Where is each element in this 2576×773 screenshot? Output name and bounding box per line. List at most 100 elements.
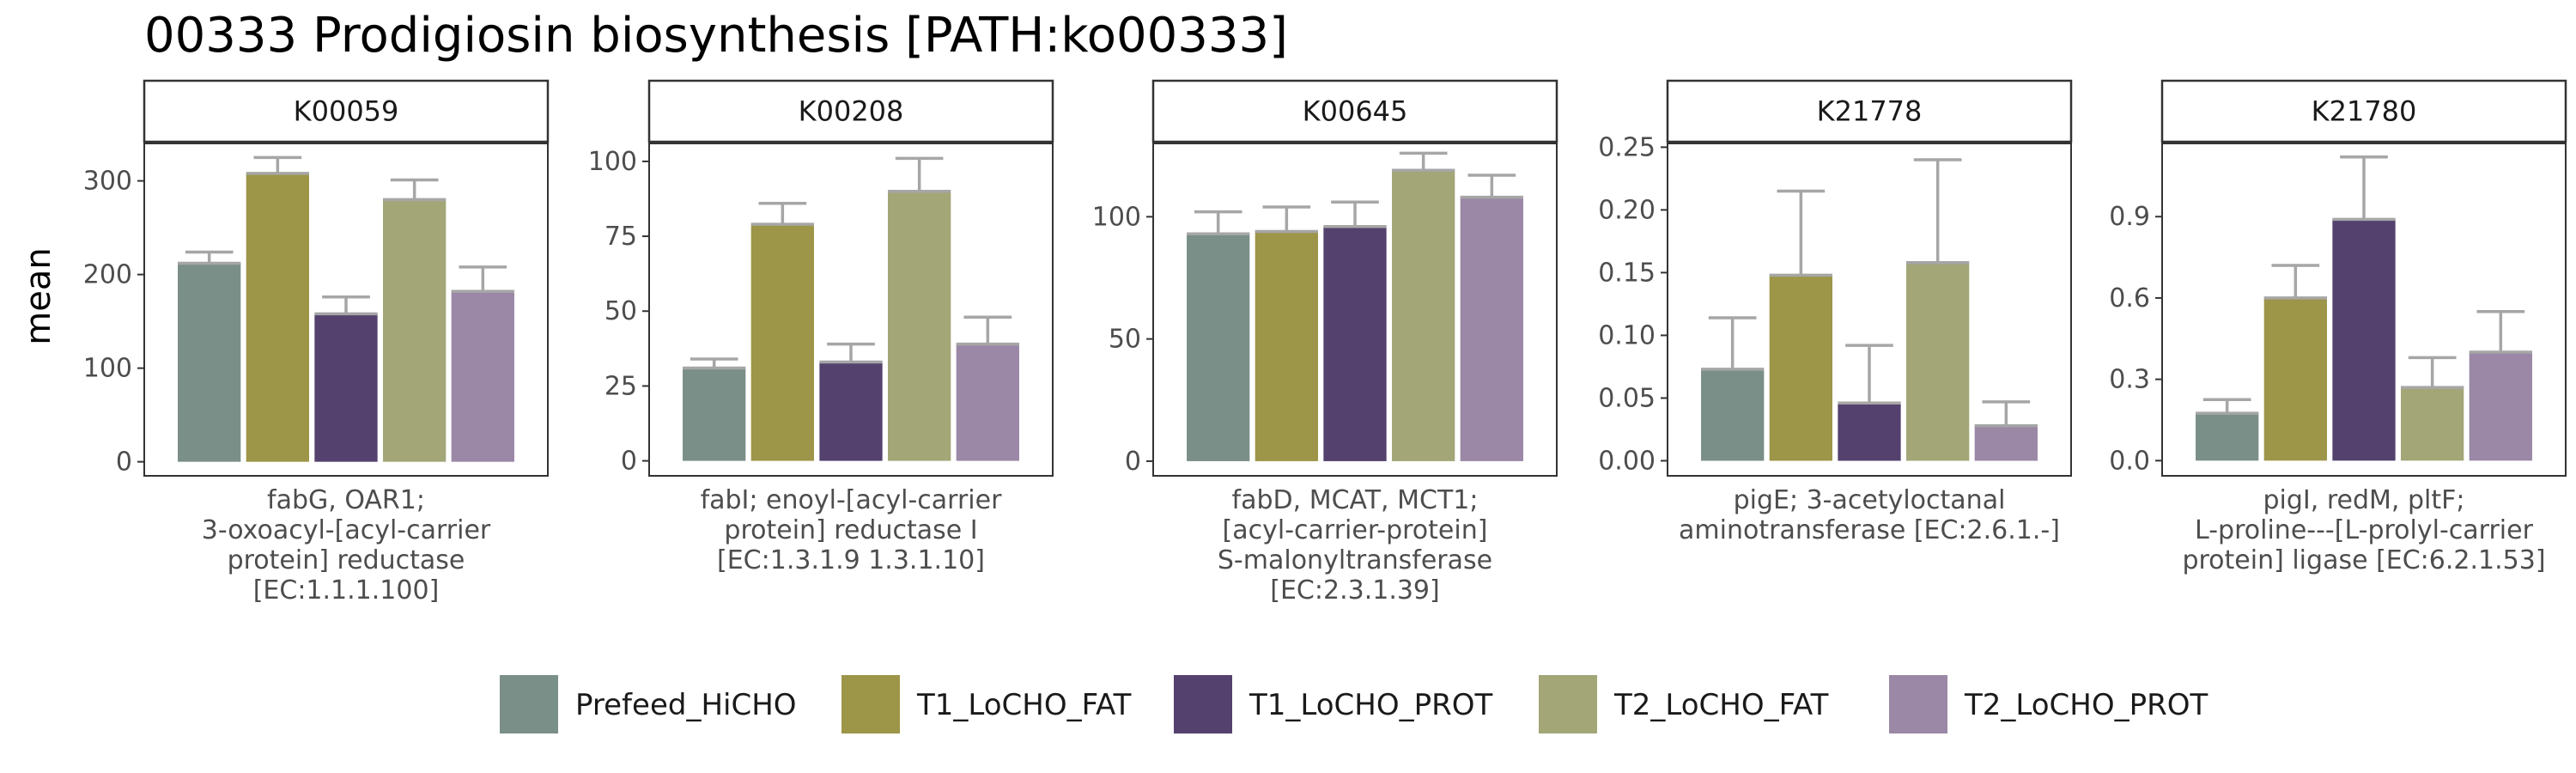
y-tick-label: 25 — [605, 371, 637, 401]
x-axis-description-line: fabG, OAR1; — [267, 485, 425, 515]
facet-strip — [2160, 79, 2567, 143]
x-axis-description-line: L-proline---[L-prolyl-carrier — [2195, 515, 2534, 545]
x-axis-description-line: fabD, MCAT, MCT1; — [1232, 485, 1479, 515]
y-tick-label: 200 — [83, 260, 132, 290]
facet-strip-label: K00645 — [1303, 95, 1408, 128]
y-tick-label: 0 — [116, 447, 132, 478]
bar-t1-locho-prot — [819, 362, 883, 461]
facet-strip — [1666, 79, 2073, 143]
legend-label: T2_LoCHO_PROT — [1964, 688, 2208, 722]
bar-t2-locho-prot — [956, 344, 1019, 461]
facet-panel-k00059: K00059 0 100 200 300 fabG, OAR1;3-oxoacyl-[ac… — [83, 79, 550, 606]
legend-label: T1_LoCHO_FAT — [916, 688, 1132, 722]
x-axis-description-line: protein] ligase [EC:6.2.1.53] — [2182, 545, 2545, 575]
bar-t1-locho-fat — [1255, 231, 1318, 461]
facet-strip-label: K00059 — [294, 95, 399, 128]
x-axis-description-line: [EC:1.3.1.9 1.3.1.10] — [717, 545, 985, 575]
panel-border — [1152, 143, 1558, 477]
facet-panel-k00208: K00208 0 25 50 75 100 fabI; enoyl-[acyl-carrie… — [588, 79, 1054, 575]
x-axis-description-line: 3-oxoacyl-[acyl-carrier — [202, 515, 491, 545]
y-tick-label: 0 — [621, 447, 637, 477]
bar-prefeed-hicho — [1701, 368, 1765, 461]
panel-border — [1667, 143, 2072, 477]
bar-t2-locho-fat — [2401, 387, 2464, 461]
y-tick-label: 0.3 — [2109, 365, 2150, 395]
legend-item-prefeed-hicho: Prefeed_HiCHO — [500, 675, 797, 733]
legend-label: T1_LoCHO_PROT — [1249, 688, 1493, 722]
bar-t2-locho-prot — [1460, 197, 1523, 461]
y-tick-label: 0.25 — [1598, 132, 1656, 162]
legend-swatch — [1539, 675, 1597, 733]
facet-strip-label: K00208 — [799, 95, 904, 128]
x-axis-description-line: [EC:1.1.1.100] — [253, 575, 440, 606]
chart-title: 00333 Prodigiosin biosynthesis [PATH:ko0… — [144, 8, 1288, 64]
y-tick-label: 100 — [83, 354, 132, 384]
bar-t2-locho-fat — [1392, 170, 1455, 461]
panel-border — [2161, 143, 2567, 477]
facet-panel-k00645: K00645 0 50 100 fabD, MCAT, MCT1;[acyl-carri… — [1092, 79, 1558, 606]
legend-swatch — [1889, 675, 1947, 733]
bar-prefeed-hicho — [683, 368, 746, 461]
facet-strip-label: K21780 — [2312, 95, 2417, 128]
x-axis-description-line: aminotransferase [EC:2.6.1.-] — [1679, 515, 2060, 545]
bar-t1-locho-prot — [1323, 226, 1387, 461]
y-tick-label: 0.10 — [1598, 320, 1656, 350]
y-tick-label: 100 — [588, 147, 637, 177]
y-tick-label: 0 — [1125, 447, 1141, 477]
bar-t1-locho-fat — [1769, 275, 1832, 461]
legend-label: T2_LoCHO_FAT — [1613, 688, 1829, 722]
legend-label: Prefeed_HiCHO — [575, 688, 797, 722]
y-tick-label: 0.20 — [1598, 195, 1656, 225]
bar-t2-locho-prot — [1974, 425, 2038, 461]
bar-t1-locho-prot — [1838, 403, 1901, 461]
bar-t1-locho-fat — [246, 173, 309, 462]
legend-item-t2-locho-prot: T2_LoCHO_PROT — [1889, 675, 2208, 733]
x-axis-description-line: pigI, redM, pltF; — [2263, 485, 2465, 515]
facet-strip — [143, 79, 550, 143]
facet-panel-k21778: K21778 0.00 0.05 0.10 0.15 0.20 0.25 pigE; 3-ac… — [1598, 79, 2073, 545]
x-axis-description-line: pigE; 3-acetyloctanal — [1734, 485, 2006, 515]
y-tick-label: 75 — [605, 222, 637, 252]
x-axis-description-line: protein] reductase — [228, 545, 465, 575]
y-tick-label: 50 — [1109, 325, 1141, 355]
y-tick-label: 0.6 — [2109, 283, 2150, 313]
bar-prefeed-hicho — [2196, 413, 2259, 461]
x-axis-description-line: fabI; enoyl-[acyl-carrier — [701, 485, 1003, 515]
y-tick-label: 0.15 — [1598, 258, 1656, 288]
legend: Prefeed_HiCHO T1_LoCHO_FAT T1_LoCHO_PROT T2… — [500, 675, 2208, 733]
panel-border — [143, 143, 549, 477]
bar-prefeed-hicho — [1187, 234, 1250, 461]
bar-t1-locho-fat — [2263, 297, 2327, 461]
bar-prefeed-hicho — [178, 263, 241, 462]
panel-border — [648, 143, 1054, 477]
legend-swatch — [841, 675, 900, 733]
bar-t2-locho-fat — [888, 191, 951, 461]
facet-strip — [1151, 79, 1558, 143]
x-axis-description-line: S-malonyltransferase — [1218, 545, 1492, 575]
bar-t2-locho-prot — [2469, 352, 2532, 461]
y-tick-label: 100 — [1092, 202, 1141, 232]
legend-swatch — [500, 675, 558, 733]
bar-t1-locho-prot — [314, 313, 378, 462]
facet-panels: K00059 0 100 200 300 fabG, OAR1;3-oxoacyl-[ac… — [83, 79, 2567, 606]
y-tick-label: 0.9 — [2109, 202, 2150, 232]
x-axis-description-line: [EC:2.3.1.39] — [1270, 575, 1439, 606]
bar-t2-locho-fat — [1906, 262, 1970, 461]
bar-t1-locho-prot — [2332, 219, 2396, 461]
facet-strip — [647, 79, 1054, 143]
legend-item-t1-locho-fat: T1_LoCHO_FAT — [841, 675, 1132, 733]
x-axis-description-line: protein] reductase I — [724, 515, 977, 545]
y-tick-label: 0.05 — [1598, 383, 1656, 413]
y-axis-title: mean — [19, 247, 58, 344]
bar-t2-locho-fat — [383, 199, 447, 462]
legend-swatch — [1174, 675, 1232, 733]
x-axis-description-line: [acyl-carrier-protein] — [1223, 515, 1488, 545]
y-tick-label: 50 — [605, 296, 637, 326]
y-tick-label: 0.00 — [1598, 446, 1656, 476]
facet-strip-label: K21778 — [1817, 95, 1923, 128]
facet-panel-k21780: K21780 0.0 0.3 0.6 0.9 pigI, redM, pltF;L-pro… — [2109, 79, 2567, 575]
y-tick-label: 0.0 — [2109, 446, 2150, 476]
bar-t1-locho-fat — [750, 224, 814, 461]
legend-item-t1-locho-prot: T1_LoCHO_PROT — [1174, 675, 1493, 733]
